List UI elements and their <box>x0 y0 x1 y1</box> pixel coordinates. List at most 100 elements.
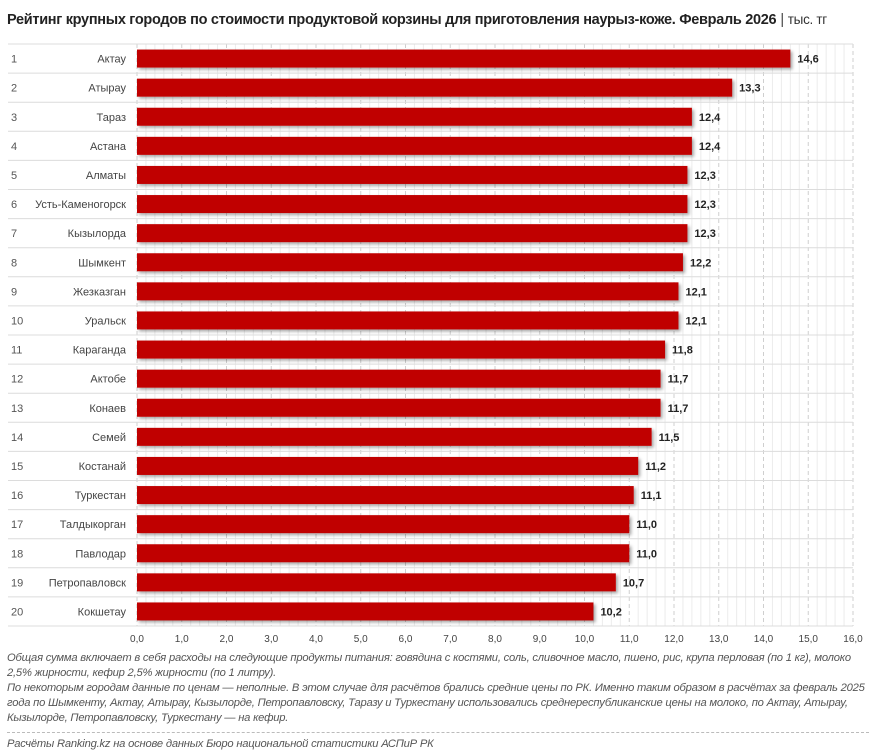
data-label: 12,1 <box>685 286 706 298</box>
category-label: Семей <box>92 432 126 444</box>
rank-label: 1 <box>11 54 17 66</box>
bar <box>137 195 688 214</box>
data-label: 11,5 <box>659 432 680 444</box>
bar <box>137 573 616 592</box>
category-label: Жезказган <box>73 286 126 298</box>
rank-label: 9 <box>11 286 17 298</box>
category-label: Костанай <box>79 461 126 473</box>
title-text: Рейтинг крупных городов по стоимости про… <box>7 12 777 28</box>
x-tick-label: 15,0 <box>799 634 819 645</box>
data-label: 12,1 <box>685 315 706 327</box>
source-note: Расчёты Ranking.kz на основе данных Бюро… <box>7 738 434 750</box>
data-label: 11,2 <box>645 461 666 473</box>
category-label: Усть-Каменогорск <box>35 199 126 211</box>
bar <box>137 427 652 446</box>
data-label: 12,3 <box>694 199 715 211</box>
bar <box>137 107 692 126</box>
x-tick-label: 16,0 <box>843 634 863 645</box>
bar <box>137 49 791 68</box>
rank-label: 10 <box>11 315 23 327</box>
category-label: Талдыкорган <box>60 519 126 531</box>
category-label: Павлодар <box>75 548 126 560</box>
rank-label: 2 <box>11 83 17 95</box>
title-separator: | <box>780 12 784 28</box>
divider <box>7 732 869 733</box>
category-label: Атырау <box>88 83 126 95</box>
category-label: Кокшетау <box>78 606 127 618</box>
category-label: Тараз <box>97 112 127 124</box>
bar <box>137 602 594 621</box>
category-label: Кызылорда <box>68 228 127 240</box>
bar <box>137 340 666 359</box>
data-label: 11,1 <box>641 490 662 502</box>
rank-label: 13 <box>11 403 23 415</box>
data-label: 12,4 <box>699 112 721 124</box>
x-tick-label: 6,0 <box>399 634 413 645</box>
data-label: 10,7 <box>623 577 644 589</box>
rank-label: 14 <box>11 432 23 444</box>
data-label: 11,7 <box>668 403 689 415</box>
bar <box>137 398 661 417</box>
bar <box>137 515 630 534</box>
category-label: Алматы <box>86 170 126 182</box>
rank-label: 12 <box>11 374 23 386</box>
bar <box>137 78 733 97</box>
x-tick-label: 14,0 <box>754 634 774 645</box>
footnote-products: Общая сумма включает в себя расходы на с… <box>7 652 851 679</box>
rank-label: 4 <box>11 141 17 153</box>
category-label: Караганда <box>73 345 127 357</box>
rank-label: 6 <box>11 199 17 211</box>
x-tick-label: 2,0 <box>220 634 234 645</box>
bar <box>137 369 661 388</box>
category-label: Конаев <box>89 403 126 415</box>
x-tick-label: 1,0 <box>175 634 189 645</box>
category-label: Шымкент <box>78 257 126 269</box>
data-label: 12,2 <box>690 257 711 269</box>
x-tick-label: 10,0 <box>575 634 595 645</box>
bar <box>137 282 679 301</box>
x-tick-label: 5,0 <box>354 634 368 645</box>
bar <box>137 253 683 272</box>
rank-label: 17 <box>11 519 23 531</box>
data-label: 11,7 <box>668 374 689 386</box>
rank-label: 8 <box>11 257 17 269</box>
x-tick-label: 4,0 <box>309 634 323 645</box>
data-label: 13,3 <box>739 83 760 95</box>
category-label: Петропавловск <box>49 577 126 589</box>
bar <box>137 224 688 243</box>
rank-label: 7 <box>11 228 17 240</box>
bar <box>137 136 692 155</box>
x-tick-label: 8,0 <box>488 634 502 645</box>
rank-label: 3 <box>11 112 17 124</box>
category-label: Туркестан <box>75 490 126 502</box>
data-label: 10,2 <box>600 606 621 618</box>
data-label: 12,4 <box>699 141 721 153</box>
rank-label: 19 <box>11 577 23 589</box>
data-label: 14,6 <box>797 54 818 66</box>
category-label: Актау <box>97 54 126 66</box>
category-label: Актобе <box>90 374 126 386</box>
rank-label: 20 <box>11 606 23 618</box>
x-tick-label: 3,0 <box>264 634 278 645</box>
rank-label: 18 <box>11 548 23 560</box>
rank-label: 5 <box>11 170 17 182</box>
data-label: 11,8 <box>672 345 693 357</box>
x-tick-label: 7,0 <box>443 634 457 645</box>
data-label: 11,0 <box>636 548 657 560</box>
footnote-methodology: По некоторым городам данные по ценам — н… <box>7 682 865 724</box>
bar <box>137 456 639 475</box>
bar <box>137 544 630 563</box>
x-tick-label: 11,0 <box>620 634 639 645</box>
rank-label: 15 <box>11 461 23 473</box>
data-label: 11,0 <box>636 519 657 531</box>
x-tick-label: 0,0 <box>130 634 144 645</box>
rank-label: 16 <box>11 490 23 502</box>
data-label: 12,3 <box>694 228 715 240</box>
bar-chart: 1 Актау 14,6 2 Атырау 13,3 3 Тараз 12,4 4 Астана 12… <box>8 43 863 645</box>
x-tick-label: 13,0 <box>709 634 729 645</box>
x-tick-label: 9,0 <box>533 634 547 645</box>
bar <box>137 486 634 505</box>
bar <box>137 311 679 330</box>
bar <box>137 165 688 184</box>
data-label: 12,3 <box>694 170 715 182</box>
